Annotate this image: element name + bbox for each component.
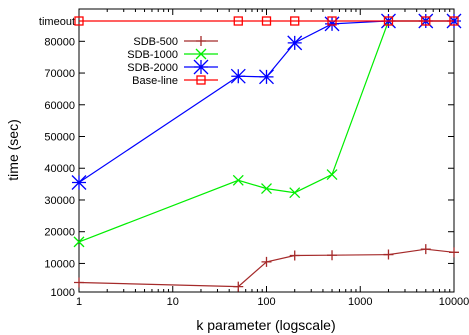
y-axis-title: time (sec)	[5, 119, 21, 180]
legend-item: Base-line	[132, 75, 218, 87]
y-tick-label: 10000	[44, 258, 75, 270]
x-tick-label: 100	[257, 296, 275, 308]
data-point	[73, 236, 85, 248]
data-point	[74, 16, 84, 26]
data-point	[196, 36, 206, 46]
data-point	[261, 183, 272, 195]
y-tick-label: 50000	[44, 132, 75, 144]
y-tick-label: 70000	[44, 68, 75, 80]
series-layer	[71, 13, 462, 292]
y-tick-label: 80000	[44, 36, 75, 48]
y-tick-label: 20000	[44, 227, 75, 239]
series-sdb-500	[74, 244, 459, 292]
series-base-line	[74, 16, 459, 26]
data-point	[289, 250, 300, 261]
data-point	[420, 244, 431, 255]
data-point	[196, 75, 206, 85]
y-tick-label: 40000	[44, 163, 75, 175]
y-tick-label: timeout	[39, 16, 75, 28]
legend-item: SDB-1000	[127, 48, 218, 61]
data-point	[195, 48, 207, 60]
legend-label: SDB-1000	[127, 49, 178, 61]
y-tick-label: 60000	[44, 100, 75, 112]
x-axis-title: k parameter (logscale)	[196, 317, 335, 333]
data-point	[290, 16, 300, 26]
data-point	[261, 16, 272, 26]
y-tick-label: 30000	[44, 195, 75, 207]
data-point	[327, 250, 338, 261]
data-point	[259, 69, 274, 85]
data-point	[287, 35, 303, 51]
legend-label: SDB-2000	[127, 62, 178, 74]
legend-label: Base-line	[132, 75, 178, 87]
series-line	[78, 248, 455, 288]
series-sdb-2000	[71, 13, 462, 190]
data-point	[233, 16, 243, 26]
data-point	[449, 247, 459, 258]
x-tick-label: 10	[167, 296, 179, 308]
legend-item: SDB-2000	[127, 59, 218, 75]
data-point	[327, 16, 337, 26]
x-tick-label: 1	[76, 296, 82, 308]
data-point	[383, 16, 394, 26]
data-point	[193, 59, 209, 75]
axes: 1 10 100 1000 10000 1000 10000 20000 30000 40000 5…	[39, 9, 469, 308]
data-point	[232, 174, 244, 186]
legend-label: SDB-500	[133, 36, 178, 48]
x-tick-label: 1000	[348, 296, 372, 308]
data-point	[233, 281, 244, 292]
data-point	[74, 277, 84, 288]
legend-item: SDB-500	[133, 36, 218, 48]
data-point	[261, 256, 272, 267]
x-tick-label: 10000	[439, 296, 469, 308]
data-point	[230, 68, 246, 84]
data-point	[324, 16, 340, 32]
data-point	[71, 175, 87, 190]
data-point	[289, 187, 301, 199]
data-point	[383, 249, 394, 260]
data-point	[449, 16, 459, 26]
y-tick-label: 1000	[51, 287, 75, 299]
data-point	[326, 169, 338, 181]
data-point	[421, 16, 431, 26]
